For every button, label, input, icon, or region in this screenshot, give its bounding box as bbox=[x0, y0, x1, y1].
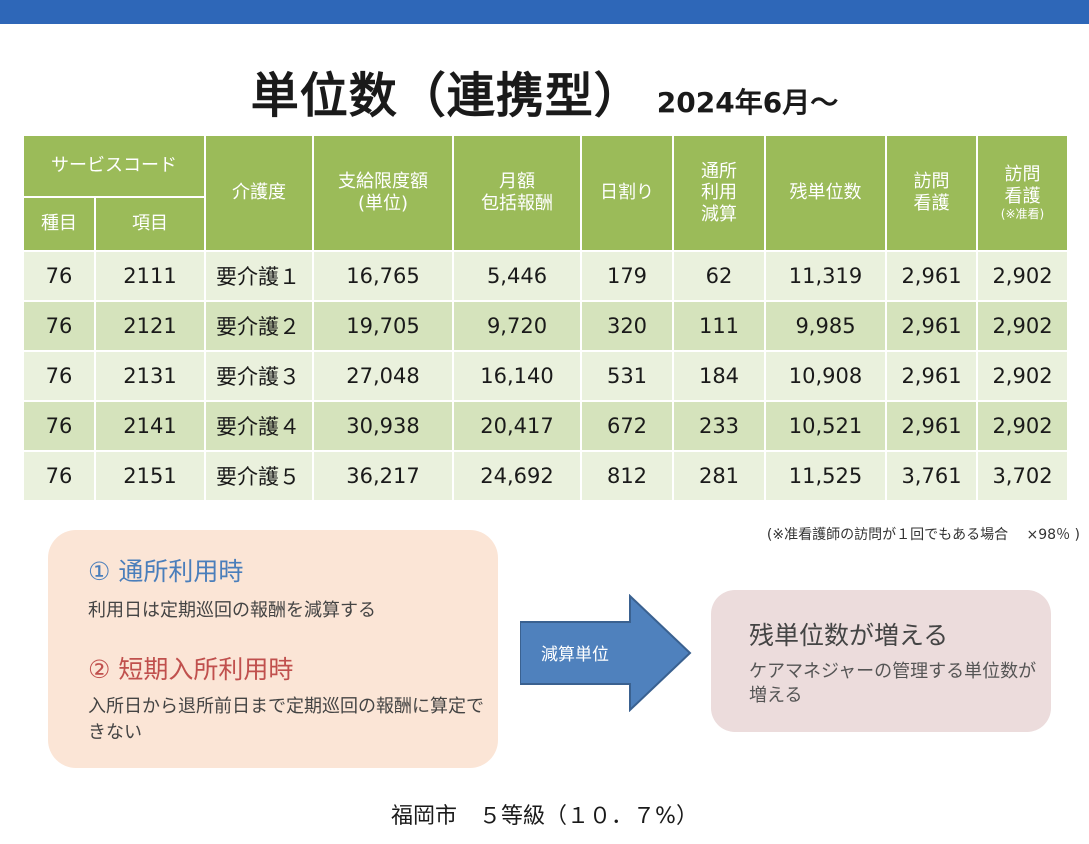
cell-koumoku: 2111 bbox=[94, 250, 206, 302]
cell-houmon-jun: 3,702 bbox=[976, 450, 1069, 502]
header-houmon-jun: 訪問 看護 (※准看) bbox=[976, 134, 1069, 252]
cell-houmon: 2,961 bbox=[885, 400, 978, 452]
header-houmon-jun-line3: (※准看) bbox=[1000, 207, 1045, 222]
cell-tsusho: 111 bbox=[672, 300, 766, 352]
case1-heading: ① 通所利用時 bbox=[88, 557, 244, 586]
header-houmon-jun-line2: 看護 bbox=[1004, 185, 1041, 207]
table-row: 76 2111 要介護１ 16,765 5,446 179 62 11,319 … bbox=[22, 250, 1069, 302]
cell-getsugaku: 5,446 bbox=[452, 250, 582, 302]
header-getsugaku-line1: 月額 bbox=[499, 171, 535, 193]
header-service-code: サービスコード bbox=[22, 134, 206, 198]
cell-tsusho: 233 bbox=[672, 400, 766, 452]
header-shumoku: 種目 bbox=[22, 196, 96, 252]
cell-getsugaku: 20,417 bbox=[452, 400, 582, 452]
deduction-cases-box: ① 通所利用時 利用日は定期巡回の報酬を減算する ② 短期入所利用時 入所日から… bbox=[48, 530, 498, 768]
cell-kaigodo: 要介護２ bbox=[204, 300, 314, 352]
cell-houmon-jun: 2,902 bbox=[976, 250, 1069, 302]
units-table: サービスコード 介護度 支給限度額 (単位) 月額 包括報酬 日割り 通所 利用… bbox=[22, 134, 1069, 502]
header-koumoku: 項目 bbox=[94, 196, 206, 252]
table-row: 76 2131 要介護３ 27,048 16,140 531 184 10,90… bbox=[22, 350, 1069, 402]
cell-gendo: 30,938 bbox=[312, 400, 454, 452]
cell-houmon-jun: 2,902 bbox=[976, 300, 1069, 352]
cell-shumoku: 76 bbox=[22, 400, 96, 452]
cell-koumoku: 2121 bbox=[94, 300, 206, 352]
table-row: 76 2151 要介護５ 36,217 24,692 812 281 11,52… bbox=[22, 450, 1069, 502]
case1-text: 利用日は定期巡回の報酬を減算する bbox=[88, 600, 376, 621]
cell-hiwari: 531 bbox=[580, 350, 674, 402]
case2-text: 入所日から退所前日まで定期巡回の報酬に算定できない bbox=[88, 696, 484, 744]
cell-koumoku: 2141 bbox=[94, 400, 206, 452]
cell-hiwari: 179 bbox=[580, 250, 674, 302]
cell-zan: 9,985 bbox=[764, 300, 887, 352]
cell-tsusho: 184 bbox=[672, 350, 766, 402]
result-text: ケアマネジャーの管理する単位数が増える bbox=[749, 661, 1037, 707]
cell-tsusho: 62 bbox=[672, 250, 766, 302]
header-houmon-jun-line1: 訪問 bbox=[1004, 164, 1041, 186]
cell-tsusho: 281 bbox=[672, 450, 766, 502]
cell-getsugaku: 24,692 bbox=[452, 450, 582, 502]
cell-zan: 10,908 bbox=[764, 350, 887, 402]
cell-zan: 10,521 bbox=[764, 400, 887, 452]
table-row: 76 2141 要介護４ 30,938 20,417 672 233 10,52… bbox=[22, 400, 1069, 452]
cell-koumoku: 2131 bbox=[94, 350, 206, 402]
cell-gendo: 16,765 bbox=[312, 250, 454, 302]
cell-getsugaku: 9,720 bbox=[452, 300, 582, 352]
cell-zan: 11,525 bbox=[764, 450, 887, 502]
header-kaigodo: 介護度 bbox=[204, 134, 314, 252]
header-getsugaku: 月額 包括報酬 bbox=[452, 134, 582, 252]
cell-shumoku: 76 bbox=[22, 450, 96, 502]
cell-houmon: 2,961 bbox=[885, 250, 978, 302]
cell-houmon: 2,961 bbox=[885, 350, 978, 402]
header-tsusho-line3: 減算 bbox=[701, 203, 737, 225]
cell-hiwari: 672 bbox=[580, 400, 674, 452]
cell-kaigodo: 要介護５ bbox=[204, 450, 314, 502]
header-houmon: 訪問 看護 bbox=[885, 134, 978, 252]
cell-houmon: 2,961 bbox=[885, 300, 978, 352]
title-date: 2024年6月～ bbox=[656, 86, 839, 119]
cell-houmon-jun: 2,902 bbox=[976, 350, 1069, 402]
arrow-label: 減算単位 bbox=[541, 645, 609, 665]
footnote-jun-kango: (※准看護師の訪問が１回でもある場合 ×98％ ) bbox=[766, 527, 1080, 543]
title-main: 単位数（連携型） bbox=[250, 68, 643, 124]
page-title: 単位数（連携型） 2024年6月～ bbox=[0, 56, 1089, 126]
header-zan: 残単位数 bbox=[764, 134, 887, 252]
header-tsusho-line2: 利用 bbox=[701, 182, 737, 204]
cell-gendo: 19,705 bbox=[312, 300, 454, 352]
cell-houmon-jun: 2,902 bbox=[976, 400, 1069, 452]
cell-kaigodo: 要介護４ bbox=[204, 400, 314, 452]
result-heading: 残単位数が増える bbox=[749, 621, 949, 650]
cell-zan: 11,319 bbox=[764, 250, 887, 302]
header-tsusho-line1: 通所 bbox=[701, 160, 737, 182]
table-row: 76 2121 要介護２ 19,705 9,720 320 111 9,985 … bbox=[22, 300, 1069, 352]
right-arrow-icon bbox=[520, 594, 692, 712]
cell-gendo: 27,048 bbox=[312, 350, 454, 402]
header-getsugaku-line2: 包括報酬 bbox=[481, 193, 553, 214]
result-box: 残単位数が増える ケアマネジャーの管理する単位数が増える bbox=[711, 590, 1051, 732]
top-accent-bar bbox=[0, 0, 1089, 24]
cell-houmon: 3,761 bbox=[885, 450, 978, 502]
cell-hiwari: 320 bbox=[580, 300, 674, 352]
cell-shumoku: 76 bbox=[22, 350, 96, 402]
header-houmon-line2: 看護 bbox=[913, 193, 950, 214]
header-gendo-line1: 支給限度額 bbox=[338, 171, 428, 193]
cell-gendo: 36,217 bbox=[312, 450, 454, 502]
region-grade-footer: 福岡市 ５等級（１０．７%） bbox=[391, 804, 698, 829]
cell-kaigodo: 要介護１ bbox=[204, 250, 314, 302]
header-hiwari: 日割り bbox=[580, 134, 674, 252]
cell-shumoku: 76 bbox=[22, 300, 96, 352]
header-gendo-line2: (単位) bbox=[357, 193, 409, 214]
cell-shumoku: 76 bbox=[22, 250, 96, 302]
header-houmon-line1: 訪問 bbox=[913, 171, 950, 193]
header-tsusho: 通所 利用 減算 bbox=[672, 134, 766, 252]
cell-hiwari: 812 bbox=[580, 450, 674, 502]
cell-getsugaku: 16,140 bbox=[452, 350, 582, 402]
header-gendo: 支給限度額 (単位) bbox=[312, 134, 454, 252]
cell-koumoku: 2151 bbox=[94, 450, 206, 502]
cell-kaigodo: 要介護３ bbox=[204, 350, 314, 402]
case2-heading: ② 短期入所利用時 bbox=[88, 655, 294, 684]
